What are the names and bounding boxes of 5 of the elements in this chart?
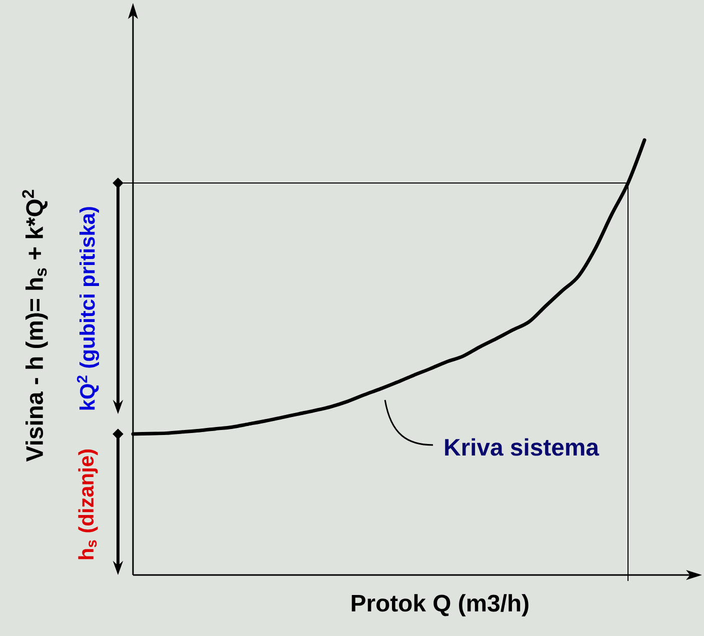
y-axis-title: Visina - h (m)= h$_{s}$ + k*Q$^{2}$: [22, 190, 48, 462]
text: kQ$^{2}$ (gubitci pritiska): [76, 207, 100, 410]
text: h$_{s}$ (dizanje): [78, 450, 98, 560]
x-axis-title: Protok Q (m3/h): [352, 594, 528, 616]
annotation: Kriva sistema: [445, 438, 600, 456]
